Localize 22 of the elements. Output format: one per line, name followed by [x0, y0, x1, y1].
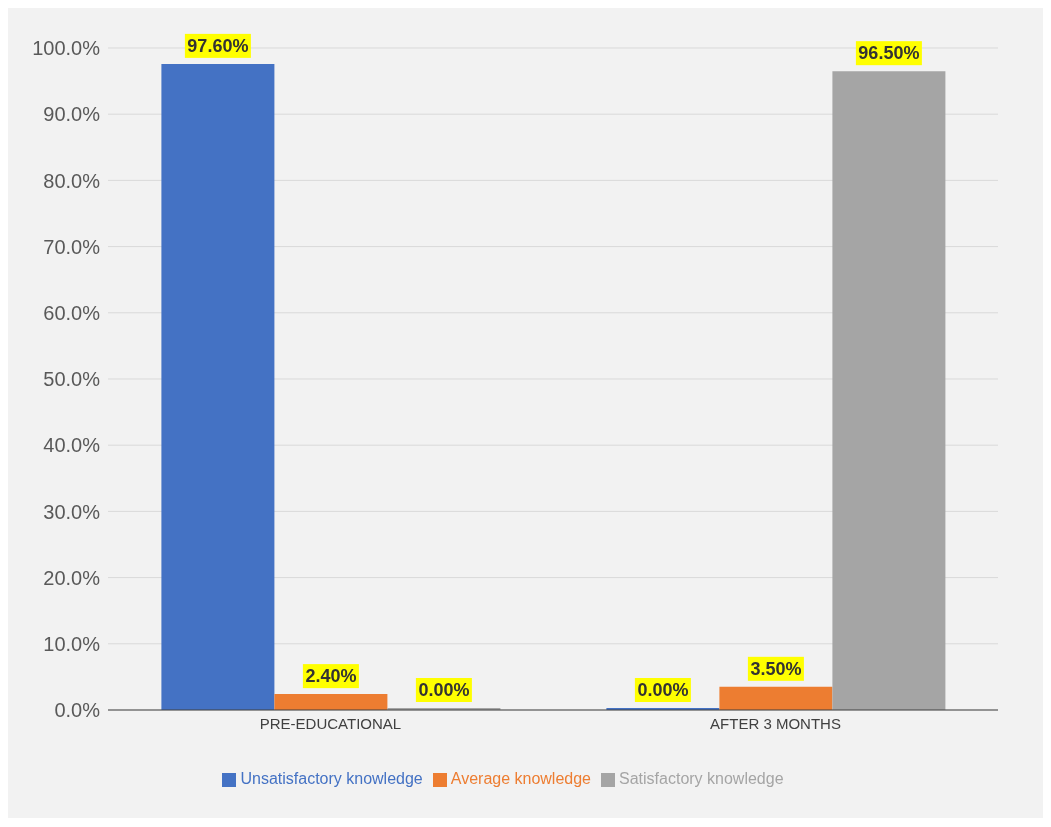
legend-label: Average knowledge [450, 770, 592, 787]
y-tick-label: 40.0% [43, 434, 101, 457]
y-tick-label: 60.0% [43, 301, 101, 324]
data-label: 2.40% [305, 666, 357, 687]
data-label: 97.60% [187, 35, 249, 56]
data-label: 0.00% [637, 680, 689, 700]
y-tick-label: 20.0% [43, 566, 101, 589]
legend-label: Satisfactory knowledge [619, 770, 784, 787]
x-tick-label: AFTER 3 MONTHS [710, 714, 841, 732]
y-tick-label: 30.0% [43, 500, 101, 523]
x-tick-label: PRE-EDUCATIONAL [259, 714, 402, 732]
y-tick-label: 0.0% [54, 699, 101, 722]
legend-label: Unsatisfactory knowledge [240, 770, 423, 787]
y-tick-label: 80.0% [43, 169, 101, 192]
data-label: 96.50% [858, 43, 920, 64]
y-tick-label: 50.0% [43, 368, 101, 391]
y-tick-label: 10.0% [43, 632, 101, 655]
data-label: 3.50% [750, 658, 802, 679]
y-tick-label: 100.0% [32, 37, 101, 60]
data-label: 0.00% [418, 680, 470, 700]
y-tick-label: 70.0% [43, 235, 101, 258]
y-tick-label: 90.0% [43, 103, 101, 126]
